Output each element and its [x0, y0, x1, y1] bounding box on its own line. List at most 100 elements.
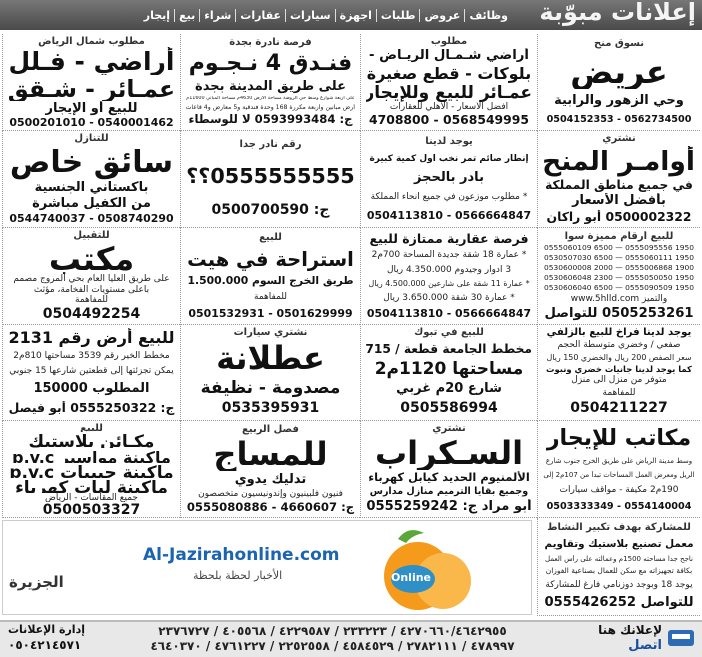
ad-line: 0503333349 - 0554140004 — [546, 500, 692, 512]
ad-line: ج: 0500700590 — [211, 201, 330, 218]
ad-line: المطلوب 150000 — [33, 381, 150, 397]
ad-line: 0504113810 - 0566664847 — [366, 307, 532, 321]
ad-line: للمفاهمة — [602, 387, 636, 398]
ad-line: فرصة نادرة بجدة — [229, 36, 312, 48]
ad-line: كما يوجد لدينا جانيات خضري ونبوت — [546, 363, 692, 374]
ad-line: نشتري — [602, 133, 636, 145]
ad-line: نشتري سيارات — [233, 327, 308, 339]
nav-item[interactable]: عقارات — [235, 9, 285, 22]
ad: رقم نادر جداً 0555555555؟؟ ج: 0500700590 — [180, 131, 360, 228]
ad-line: الريل ومعرض العمل المساحات تبدأ من 107م2… — [543, 470, 695, 479]
ad-line: يوجد لدينا فراخ للبيع بالزلفي — [546, 326, 692, 338]
ad-line: استراحة في هيت — [187, 247, 354, 271]
nav-item[interactable]: وظائف — [464, 9, 512, 22]
ad-line: يمكن تجزئتها إلى قطعتين شارعها 15 جنوبي — [9, 366, 174, 377]
ad-line: 190م2 مكيفة - مواقف سيارات — [559, 484, 679, 495]
ad-line: للمساج — [213, 436, 328, 471]
ad-line: للبيع أرقام مميزة سوا — [564, 230, 674, 242]
ad-line: فصل الربيع — [242, 423, 299, 435]
ad-line: سعر الصفص 200 ريال والخضري 150 ريال — [546, 352, 692, 362]
ad: فرصة عقارية ممتازة للبيع * عمارة 18 شقة ج… — [360, 228, 537, 325]
phone-list: ٤٢٧٠٦٦٠/٤٦٤٢٩٥٥ / ٢٣٣٢٢٣ / ٤٢٢٩٥٨٧ / ٤٠٥… — [158, 624, 507, 638]
tagline: الأخبار لحظة بلحظة — [193, 569, 283, 582]
ad-line: للتقبيل — [73, 230, 110, 241]
nav-item[interactable]: إيجار — [143, 9, 171, 22]
ad-line: فنـدق 4 نـجـوم — [188, 50, 353, 76]
nav-item[interactable]: بيع — [174, 9, 199, 22]
ad-line: سائق خاص — [9, 144, 174, 180]
ad-line: بأفضل الأسعار — [572, 193, 666, 209]
ad-line: باكستاني الجنسية — [34, 180, 149, 196]
cta: لإعلانك هنا — [598, 623, 662, 637]
orange-slice — [415, 553, 471, 609]
ad-line: 0535395931 — [221, 399, 320, 416]
admin: إدارة الإعلانات — [8, 623, 85, 636]
ad-line: مكاتب للإيجار — [546, 425, 692, 451]
ad-line: صفعي / وخضري متوسطة الحجم — [557, 340, 681, 351]
ad-line: ماكينة حبيبات p.v.c — [9, 462, 174, 478]
ad-line: ج: 0593993484 لا للوسطاء — [188, 113, 353, 127]
ad-line: طريق الخرج السوم 1.500.000 — [187, 275, 354, 288]
ad-line: إنطار صائم تمر نخب أول كمية كبيرة — [369, 153, 529, 164]
ad-line: * عمارة 11 شقة على شارعين 4.500.000 ريال — [368, 279, 530, 289]
ad-line: مصدومة - نظيفة — [200, 377, 341, 398]
site-url: Al-Jazirahonline.com — [143, 545, 340, 565]
nav-item[interactable]: اجهزة — [334, 9, 376, 22]
ad-line: مخطط الخير رقم 3539 مساحتها 810م2 — [13, 351, 170, 362]
ad-line: رقم نادر جداً — [239, 139, 302, 151]
ad-line: والتميز www.5hlld.com — [570, 293, 668, 304]
ad-line: 0505586994 — [400, 399, 498, 416]
ad-line: وجميع بقايا الترميم منازل مدارس — [369, 486, 529, 498]
ad-line: الألمنيوم الحديد كيابل كهرباء — [368, 471, 530, 485]
ad-line: ماكينة مواسير p.v.c — [12, 447, 171, 463]
ad-line: عريض — [570, 54, 668, 89]
ad-line: 1900 0555006868 — 2000 0530600008 — [543, 263, 695, 272]
nav-item[interactable]: طلبات — [375, 9, 420, 22]
ad-line: 0504113810 - 0566664847 — [366, 208, 532, 222]
nav: وظائف عروض طلبات اجهزة سيارات عقارات شراء بيع إي… — [140, 9, 512, 22]
ad-line: عطلانة — [216, 341, 325, 376]
ad-line: 0505253261 للتواصل — [544, 305, 694, 321]
ad-line: للبيع — [80, 423, 103, 433]
ad: فرصة نادرة بجدة فنـدق 4 نـجـوم على طريق ال… — [180, 34, 360, 131]
ad-line: مطلوب — [430, 36, 468, 47]
nav-item[interactable]: عروض — [419, 9, 464, 22]
ad: للبيع أرض رقم 2131 مخطط الخير رقم 3539 مس… — [2, 324, 180, 421]
ad: للتنازل سائق خاص باكستاني الجنسية من الكفيل… — [2, 131, 180, 228]
ad-line: للبيع أرض رقم 2131 — [8, 327, 175, 347]
ad-line: مطلوب شمال الرياض — [38, 36, 145, 47]
ad-line: 0500201010 - 0540001462 — [9, 115, 174, 128]
ad-line: ناجح جدا مساحته 1500م وعمالته على رأس ال… — [545, 554, 693, 563]
ad-line: للمفاهمة — [254, 292, 287, 303]
ad-line: 0544740037 - 0508740290 — [9, 212, 174, 225]
ad-line: جميع المقاسات - الرياض — [45, 493, 138, 502]
ad-line: 0501532931 - 0501629999 — [188, 306, 353, 320]
ad-line: بادر بالحجز — [414, 170, 484, 186]
ad: للمشاركة بهدف تكبير النشاط معمل تصنيع بلا… — [537, 518, 700, 616]
ad-line: 1950 0555095556 — 6500 0555060109 — [543, 243, 695, 252]
ad-line: على أربعة شوارع وسط حي الروضة مساحة الأر… — [186, 96, 355, 102]
ad: فصل الربيع للمساج تدليك يدوي فنيون فلبينيون… — [180, 421, 360, 518]
ad-line: ج: 4660607 - 0555080886 — [186, 500, 355, 514]
ad-line: ماكينة ليات كهرباء — [15, 477, 168, 494]
phone-icon — [668, 630, 694, 646]
ad-line: أبو مراد ج: 0555259242 — [366, 498, 532, 514]
ad-line: للبيع أو الإيجار — [45, 101, 138, 116]
nav-item[interactable]: سيارات — [285, 9, 335, 22]
cta: اتصل — [628, 638, 662, 653]
ad-line: * عمارة 30 شقة 3.650.000 ريال — [383, 292, 515, 303]
ad-line: أرض مبانين وأربعة مكررة 168 وحدة فندقية … — [186, 103, 355, 111]
ad-line: 0504152353 - 0562734500 — [546, 114, 692, 126]
ad-line: نشتري — [432, 423, 466, 435]
ad: للبيع في تبوك مخطط الجامعة قطعة / 715 مساح… — [360, 324, 537, 421]
ad: مطلوب شمال الرياض أراضي - فـلل عمـائر - شـ… — [2, 34, 180, 131]
nav-item[interactable]: شراء — [199, 9, 235, 22]
ad: للبيع مكـائن بلاستيك ماكينة مواسير p.v.c ما… — [2, 421, 180, 518]
ad-line: للمفاهمة — [75, 295, 108, 306]
ad-line: 0504211227 — [570, 400, 668, 417]
badge-bg — [391, 565, 435, 593]
ad-line: للتواصل 0555426252 — [544, 595, 694, 611]
ad-line: عمـائر للبيع وللإيجار — [366, 82, 532, 103]
logo: الجزيرة — [9, 573, 64, 591]
ad: مكاتب للإيجار وسط مدينة الرياض على طريق ا… — [537, 421, 700, 518]
